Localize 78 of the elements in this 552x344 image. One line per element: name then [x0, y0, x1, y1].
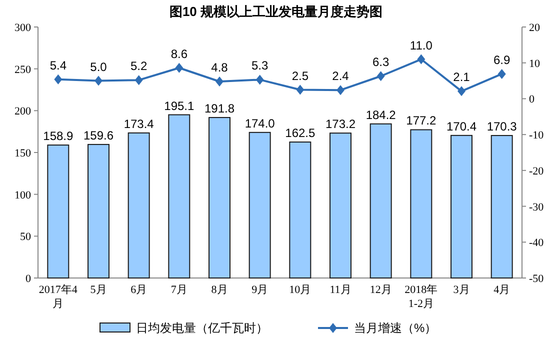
y-tick-label: 0 — [26, 273, 32, 285]
point — [336, 85, 344, 96]
bar — [208, 117, 230, 278]
y-tick-label: 300 — [14, 22, 32, 34]
data-label: 184.2 — [366, 108, 396, 122]
point — [498, 68, 506, 79]
point — [296, 84, 304, 95]
point — [175, 62, 184, 73]
data-label: 162.5 — [285, 126, 316, 140]
data-label: 5.3 — [251, 58, 268, 73]
bar — [410, 129, 432, 278]
point — [134, 75, 143, 86]
x-tick-label: 2018年1-2月 — [404, 284, 438, 310]
y2-tick-label: 0 — [529, 94, 535, 106]
data-label: 170.3 — [486, 120, 518, 134]
y-tick-label: 100 — [14, 189, 32, 202]
bar — [330, 132, 352, 278]
bar — [248, 132, 271, 278]
point — [256, 74, 264, 85]
x-tick-label: 8月 — [211, 284, 228, 296]
data-label: 5.4 — [50, 58, 67, 72]
y-tick-label: 250 — [14, 64, 32, 76]
bar — [370, 123, 392, 278]
y2-tick-label: -50 — [529, 273, 544, 285]
y-tick-label: 50 — [20, 231, 32, 244]
data-label: 191.8 — [204, 102, 235, 116]
x-tick-label: 7月 — [170, 284, 188, 296]
x-tick-label: 6月 — [130, 284, 148, 296]
data-label: 2.4 — [332, 69, 350, 84]
data-label: 11.0 — [410, 38, 433, 52]
y2-tick-label: -20 — [529, 165, 544, 178]
y-tick-label: 200 — [14, 106, 32, 118]
chart-title: 图10 规模以上工业发电量月度走势图 — [169, 4, 383, 19]
data-label: 4.8 — [211, 60, 228, 75]
legend-label: 日均发电量（亿千瓦时） — [136, 321, 268, 335]
y-tick-label: 150 — [14, 148, 32, 160]
bar — [47, 144, 70, 278]
point — [94, 76, 102, 86]
y2-tick-label: -30 — [529, 201, 544, 214]
data-label: 158.9 — [43, 129, 74, 144]
point — [458, 86, 466, 96]
bar — [128, 132, 150, 278]
bar — [450, 134, 472, 278]
data-label: 2.1 — [453, 70, 470, 84]
bar — [168, 114, 190, 278]
point — [54, 74, 62, 84]
x-tick-label: 11月 — [330, 284, 352, 296]
x-tick-label: 3月 — [453, 284, 470, 296]
y2-tick-label: 20 — [529, 22, 540, 34]
data-label: 6.9 — [493, 52, 510, 67]
x-tick-label: 12月 — [370, 284, 392, 296]
x-tick-label: 4月 — [494, 284, 510, 296]
y2-tick-label: -10 — [529, 130, 544, 142]
x-tick-label: 10月 — [289, 284, 312, 296]
data-label: 5.0 — [90, 60, 108, 74]
data-label: 2.5 — [292, 68, 309, 83]
x-tick-label: 2017年4月 — [38, 284, 78, 310]
data-label: 5.2 — [130, 59, 148, 74]
data-label: 6.3 — [372, 55, 390, 70]
data-label: 173.2 — [325, 117, 356, 132]
point — [417, 54, 426, 64]
y2-tick-label: 10 — [529, 58, 540, 70]
data-label: 174.0 — [244, 116, 276, 130]
x-tick-label: 9月 — [252, 284, 268, 296]
x-tick-label: 5月 — [90, 284, 107, 296]
point — [376, 71, 385, 82]
data-label: 8.6 — [170, 46, 188, 61]
point — [216, 76, 224, 87]
legend-label: 当月增速（%） — [354, 321, 437, 335]
bar — [490, 135, 513, 278]
data-label: 177.2 — [406, 114, 437, 128]
bar — [289, 142, 312, 278]
data-label: 159.6 — [83, 128, 114, 142]
bar — [88, 144, 110, 278]
data-label: 170.4 — [446, 119, 477, 134]
data-label: 195.1 — [164, 98, 195, 113]
data-label: 173.4 — [124, 116, 154, 131]
y2-tick-label: -40 — [529, 237, 544, 250]
